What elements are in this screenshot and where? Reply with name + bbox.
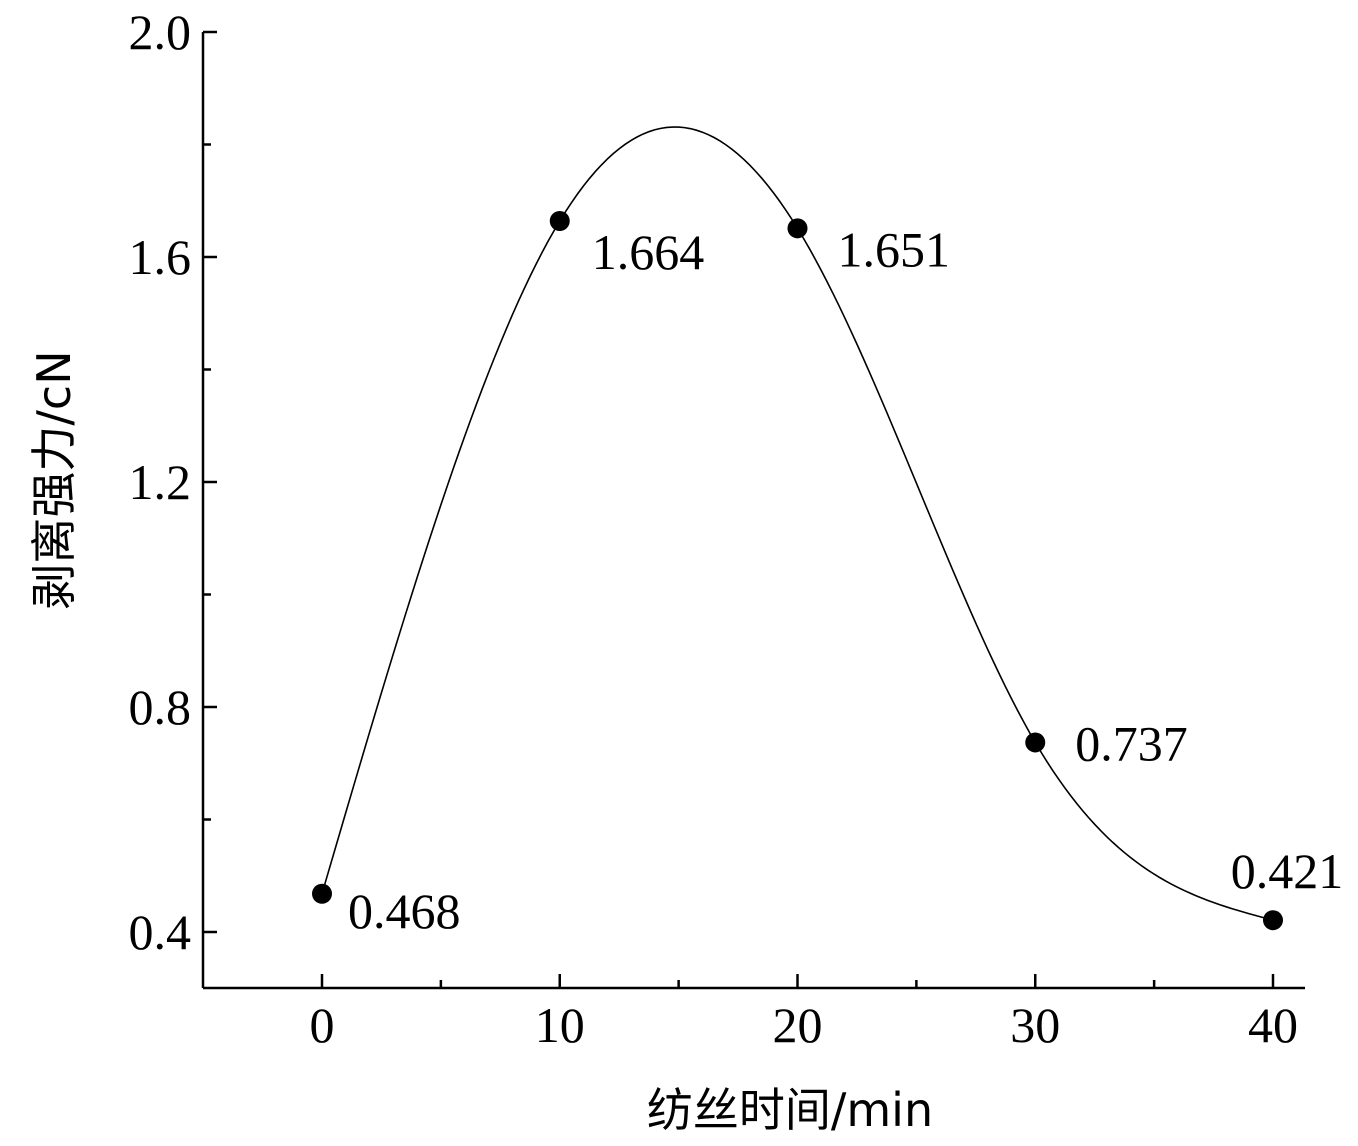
x-tick-label: 10 — [535, 997, 585, 1053]
plot-frame — [201, 32, 1305, 990]
data-label: 0.737 — [1075, 715, 1188, 771]
data-label: 1.664 — [592, 224, 705, 280]
x-tick-label: 30 — [1010, 997, 1060, 1053]
data-point — [787, 218, 808, 239]
data-label: 0.421 — [1231, 843, 1344, 899]
data-point — [1263, 910, 1283, 931]
series-curve — [321, 126, 1274, 921]
y-tick-label: 2.0 — [129, 4, 192, 60]
data-point — [1025, 732, 1046, 753]
x-axis-ticks — [320, 974, 1275, 988]
x-tick-label: 0 — [310, 997, 335, 1053]
y-tick-label: 0.4 — [129, 904, 192, 960]
data-labels: 0.468 1.664 1.651 0.737 0.421 — [348, 221, 1343, 938]
data-label: 0.468 — [348, 883, 461, 939]
y-axis-ticks — [203, 30, 217, 934]
y-axis-tick-labels: 0.4 0.8 1.2 1.6 2.0 — [129, 4, 192, 960]
x-tick-label: 40 — [1248, 997, 1298, 1053]
y-tick-label: 0.8 — [129, 679, 192, 735]
x-axis-tick-labels: 0 10 20 30 40 — [310, 997, 1299, 1053]
data-point — [312, 883, 332, 904]
y-axis-title: 剥离强力/cN — [27, 350, 81, 609]
data-point — [549, 211, 570, 231]
x-tick-label: 20 — [773, 997, 823, 1053]
data-points — [312, 211, 1283, 931]
y-tick-label: 1.2 — [129, 454, 192, 510]
y-tick-label: 1.6 — [129, 229, 192, 285]
data-label: 1.651 — [838, 221, 951, 277]
x-axis-title: 纺丝时间/min — [647, 1083, 933, 1137]
